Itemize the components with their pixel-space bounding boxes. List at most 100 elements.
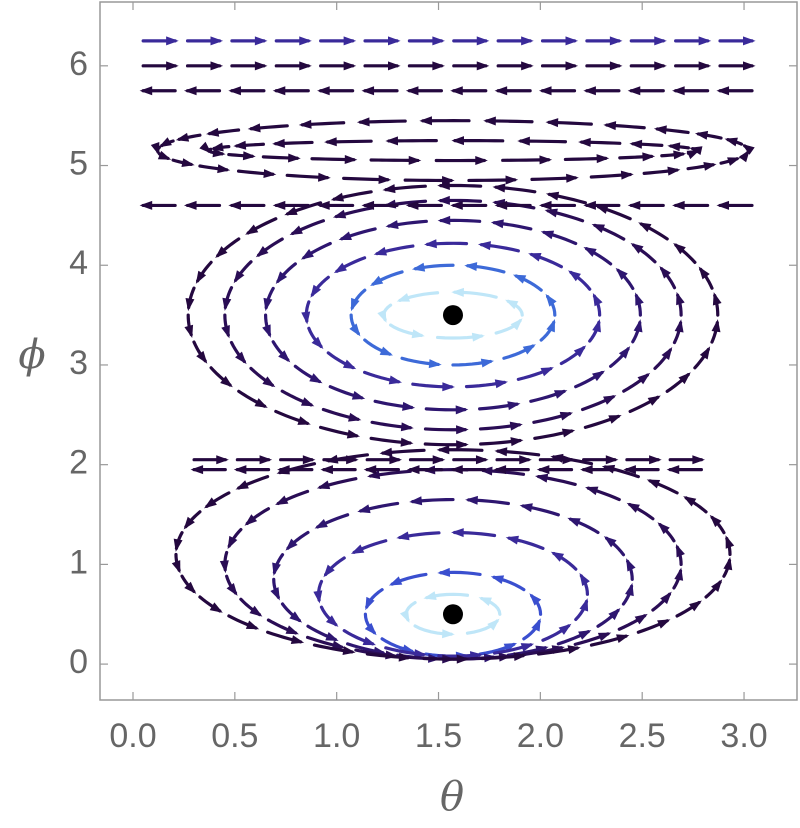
arrow-head — [661, 347, 673, 360]
arrow-head — [348, 412, 362, 422]
arrow-head — [531, 618, 541, 632]
arrow-head — [538, 200, 552, 210]
arrow-head — [509, 421, 523, 431]
arrow-head — [367, 470, 381, 480]
arrow-head — [365, 596, 375, 611]
arrow-head — [450, 86, 463, 96]
arrow-head — [545, 191, 560, 201]
arrow-head — [342, 359, 357, 370]
arrow-head — [659, 266, 671, 279]
arrow-head — [649, 455, 662, 465]
arrow-head — [317, 86, 330, 96]
y-tick-label: 6 — [69, 45, 88, 83]
arrow-head — [216, 455, 229, 465]
arrow-head — [562, 455, 576, 465]
arrow-head — [686, 149, 700, 160]
arrow-head — [432, 455, 446, 465]
arrow-head — [399, 609, 410, 623]
arrow-head — [210, 36, 224, 46]
stream-line — [139, 200, 754, 210]
arrow-head — [608, 415, 622, 424]
arrow-head — [195, 270, 207, 284]
arrow-head — [544, 208, 558, 218]
arrow-head — [456, 440, 469, 450]
arrow-head — [184, 324, 194, 339]
arrow-head — [727, 157, 741, 166]
arrow-head — [385, 136, 399, 146]
arrow-head — [476, 36, 490, 46]
arrow-head — [338, 231, 352, 241]
arrow-head — [255, 245, 269, 258]
orbit — [301, 239, 603, 392]
arrow-head — [667, 142, 681, 152]
arrow-head — [596, 154, 610, 164]
arrow-head — [676, 291, 685, 306]
arrow-head — [540, 230, 555, 240]
arrow-head — [505, 535, 519, 545]
arrow-head — [217, 164, 231, 174]
arrow-head — [233, 270, 245, 284]
arrow-head — [330, 192, 345, 202]
arrow-head — [512, 274, 527, 284]
arrow-head — [382, 184, 396, 194]
arrow-head — [507, 401, 521, 411]
arrow-head — [520, 643, 535, 652]
arrow-head — [370, 275, 384, 286]
arrow-head — [580, 465, 593, 475]
arrow-head — [546, 319, 555, 333]
arrow-head — [528, 252, 542, 262]
arrow-head — [654, 36, 667, 46]
arrow-head — [437, 215, 451, 225]
arrow-head — [450, 465, 463, 475]
arrow-head — [344, 155, 358, 165]
arrow-head — [633, 319, 643, 333]
arrow-head — [309, 373, 323, 384]
arrow-head — [275, 271, 288, 285]
arrow-head — [290, 635, 305, 644]
arrow-head — [603, 536, 617, 548]
arrow-head — [406, 465, 420, 475]
arrow-head — [432, 36, 445, 46]
arrow-head — [592, 370, 606, 382]
arrow-head — [350, 544, 365, 554]
orbit — [221, 195, 685, 435]
arrow-head — [627, 200, 641, 210]
arrow-head — [299, 36, 312, 46]
arrow-head — [674, 567, 684, 581]
arrow-head — [712, 292, 722, 306]
arrow-head — [676, 544, 685, 558]
arrow-head — [233, 465, 247, 475]
arrow-head — [483, 116, 496, 126]
arrow-head — [298, 119, 312, 129]
arrow-head — [450, 200, 463, 210]
arrow-head — [316, 480, 331, 490]
arrow-head — [505, 299, 519, 310]
arrow-head — [626, 558, 636, 572]
arrow-head — [442, 382, 455, 392]
arrow-head — [222, 297, 232, 311]
y-axis-label: ϕ — [18, 332, 45, 378]
arrow-head — [627, 86, 641, 96]
orbit — [150, 116, 755, 185]
arrow-head — [385, 220, 399, 229]
arrow-head — [699, 346, 711, 360]
arrow-head — [301, 311, 311, 325]
orbit — [184, 180, 722, 450]
arrow-head — [505, 175, 519, 185]
arrow-head — [419, 116, 432, 126]
arrow-head — [578, 137, 591, 147]
arrow-head — [343, 36, 357, 46]
arrow-head — [660, 591, 672, 605]
x-tick-label: 1.5 — [415, 717, 462, 755]
arrow-head — [517, 136, 530, 146]
arrow-head — [351, 391, 366, 400]
arrow-head — [698, 266, 710, 280]
arrow-head — [494, 86, 508, 96]
arrow-head — [476, 61, 490, 71]
arrow-head — [654, 61, 667, 71]
arrow-head — [181, 158, 195, 168]
arrow-head — [409, 496, 423, 506]
arrow-head — [521, 36, 534, 46]
arrow-head — [553, 390, 568, 399]
